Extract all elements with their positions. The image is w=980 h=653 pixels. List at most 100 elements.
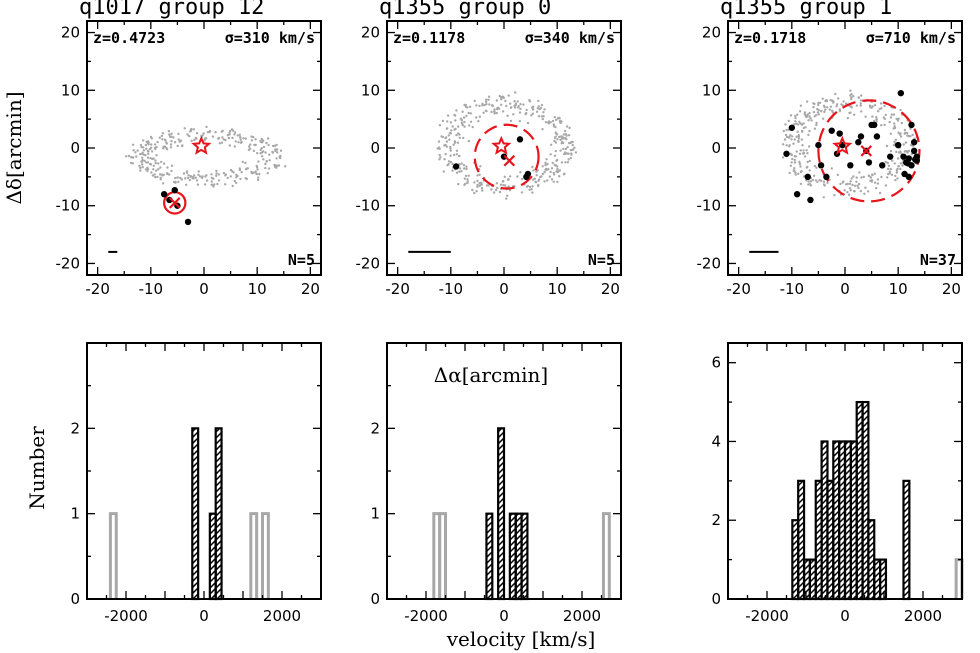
- field-galaxy-point: [468, 105, 472, 109]
- field-galaxy-point: [451, 169, 454, 172]
- field-galaxy-point: [888, 120, 891, 124]
- y-tick-label: -10: [56, 197, 81, 215]
- x-tick-label: -2000: [404, 607, 448, 625]
- field-galaxy-point: [560, 161, 564, 164]
- field-galaxy-point: [787, 119, 790, 123]
- field-galaxy-point: [477, 120, 480, 123]
- field-galaxy-point: [892, 144, 896, 147]
- field-galaxy-point: [152, 164, 155, 167]
- field-galaxy-point: [509, 119, 513, 123]
- field-galaxy-point: [446, 127, 449, 130]
- y-tick-label: -20: [356, 254, 381, 272]
- field-galaxy-point: [480, 186, 484, 190]
- field-galaxy-point: [807, 119, 810, 122]
- field-galaxy-point: [875, 116, 878, 119]
- field-galaxy-point: [850, 93, 853, 96]
- field-galaxy-point: [859, 189, 862, 193]
- group-radius-circle: [817, 99, 921, 203]
- field-galaxy-point: [217, 179, 221, 182]
- y-tick-label: 2: [711, 511, 721, 529]
- field-galaxy-point: [256, 152, 259, 155]
- field-galaxy-point: [559, 138, 562, 141]
- sigma-label: σ=710 km/s: [866, 29, 956, 47]
- field-galaxy-point: [805, 166, 808, 169]
- field-galaxy-point: [817, 101, 820, 105]
- field-galaxy-point: [449, 149, 452, 152]
- field-galaxy-point: [904, 131, 907, 135]
- field-galaxy-point: [813, 115, 816, 118]
- field-galaxy-point: [229, 175, 232, 178]
- field-galaxy-point: [798, 120, 801, 124]
- field-galaxy-point: [553, 154, 557, 157]
- field-galaxy-point: [170, 132, 173, 135]
- field-galaxy-point: [479, 165, 482, 168]
- field-galaxy-point: [554, 149, 557, 153]
- field-galaxy-point: [541, 172, 545, 176]
- field-galaxy-point: [809, 117, 812, 120]
- field-galaxy-point: [161, 182, 165, 185]
- member-count-label: N=5: [588, 251, 615, 269]
- field-galaxy-point: [484, 100, 488, 104]
- field-galaxy-point: [197, 173, 200, 177]
- field-galaxy-point: [553, 173, 556, 176]
- field-galaxy-point: [547, 121, 550, 124]
- field-galaxy-point: [461, 123, 464, 127]
- field-galaxy-point: [535, 174, 538, 177]
- field-galaxy-point: [139, 166, 142, 170]
- field-galaxy-point: [788, 135, 791, 139]
- member-galaxy-point: [804, 173, 811, 181]
- field-galaxy-point: [801, 152, 805, 155]
- field-galaxy-point: [277, 164, 281, 167]
- field-galaxy-point: [567, 134, 571, 137]
- field-galaxy-point: [256, 178, 260, 182]
- field-galaxy-point: [238, 133, 241, 136]
- field-galaxy-point: [797, 172, 800, 175]
- field-galaxy-point: [125, 155, 128, 158]
- field-galaxy-point: [558, 169, 562, 172]
- field-galaxy-point: [266, 172, 269, 175]
- field-galaxy-point: [906, 131, 909, 135]
- field-galaxy-point: [259, 152, 262, 155]
- scatter-panel-2: -20 -10 0 10 20 -20 -10 0 10 20 q1355 group 0 z=0.1…: [356, 0, 622, 298]
- field-galaxy-point: [799, 149, 802, 152]
- field-galaxy-point: [203, 183, 207, 186]
- field-galaxy-point: [899, 150, 902, 153]
- x-tick-label: 2000: [563, 607, 601, 625]
- field-galaxy-point: [889, 132, 892, 135]
- field-histogram-bar: [249, 512, 259, 599]
- field-galaxy-point: [233, 133, 236, 136]
- field-galaxy-point: [571, 143, 574, 147]
- field-galaxy-point: [808, 169, 811, 172]
- field-galaxy-point: [471, 125, 474, 129]
- field-galaxy-point: [159, 166, 162, 169]
- field-galaxy-point: [531, 108, 535, 111]
- y-tick-label: 6: [711, 354, 721, 372]
- field-galaxy-point: [885, 144, 889, 148]
- field-galaxy-point: [249, 147, 252, 150]
- y-tick-label: 0: [711, 139, 721, 157]
- field-galaxy-point: [154, 147, 157, 151]
- field-galaxy-point: [793, 138, 796, 141]
- member-galaxy-point: [879, 162, 886, 169]
- field-galaxy-point: [446, 114, 450, 117]
- field-galaxy-point: [234, 140, 237, 143]
- field-galaxy-point: [566, 125, 569, 128]
- field-galaxy-point: [204, 137, 208, 140]
- field-galaxy-point: [487, 98, 490, 102]
- member-galaxy-point: [865, 159, 873, 166]
- field-galaxy-point: [160, 160, 163, 164]
- field-galaxy-point: [142, 139, 145, 142]
- field-galaxy-point: [812, 174, 816, 177]
- field-galaxy-point: [540, 103, 544, 107]
- field-galaxy-point: [257, 160, 260, 163]
- member-histogram-bar: [902, 479, 911, 601]
- field-galaxy-point: [852, 189, 856, 193]
- x-tick-label: -20: [726, 280, 751, 298]
- field-galaxy-point: [528, 188, 531, 191]
- field-galaxy-point: [813, 164, 817, 168]
- field-galaxy-point: [534, 180, 537, 183]
- field-galaxy-point: [195, 132, 199, 135]
- field-galaxy-point: [556, 180, 559, 184]
- field-galaxy-point: [468, 124, 471, 127]
- field-galaxy-point: [812, 110, 816, 114]
